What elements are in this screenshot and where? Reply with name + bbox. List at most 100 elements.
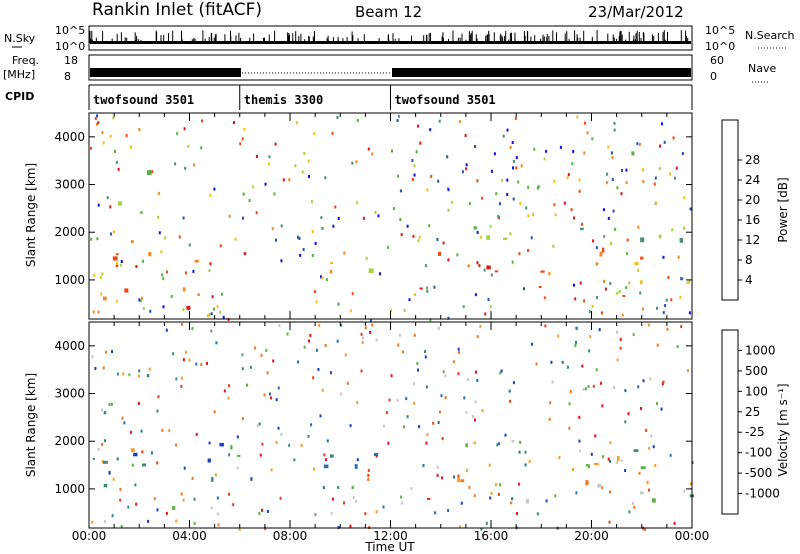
heatmap-cell [496, 443, 499, 447]
heatmap-cell [219, 310, 222, 314]
heatmap-cell [511, 439, 515, 443]
heatmap-cell [101, 460, 104, 464]
colorbar-tick-label: 16 [745, 213, 760, 227]
heatmap-cell [523, 287, 525, 291]
heatmap-cell [656, 343, 659, 347]
heatmap-cell [188, 358, 191, 362]
heatmap-cell [298, 237, 301, 240]
heatmap-cell [236, 466, 239, 470]
heatmap-cell [201, 119, 204, 123]
heatmap-cell [688, 279, 691, 283]
heatmap-cell [551, 380, 554, 384]
heatmap-cell [447, 509, 450, 512]
heatmap-cell [512, 381, 515, 385]
heatmap-cell [318, 323, 321, 327]
heatmap-cell [219, 442, 224, 447]
heatmap-cell [255, 155, 258, 158]
heatmap-cell [437, 179, 440, 183]
heatmap-cell [367, 469, 370, 472]
heatmap-cell [447, 258, 450, 262]
heatmap-cell [476, 179, 479, 183]
heatmap-cell [599, 381, 602, 385]
heatmap-cell [356, 201, 359, 205]
heatmap-cell [417, 124, 419, 128]
heatmap-cell [356, 458, 359, 462]
heatmap-cell [255, 211, 258, 215]
heatmap-cell [417, 368, 419, 372]
heatmap-cell [91, 520, 94, 524]
heatmap-cell [434, 511, 437, 515]
heatmap-cell [375, 338, 378, 342]
heatmap-cell [527, 185, 530, 189]
heatmap-cell [250, 477, 253, 481]
heatmap-cell [669, 453, 672, 457]
heatmap-cell [158, 231, 161, 235]
heatmap-cell [112, 230, 115, 234]
heatmap-cell [277, 386, 280, 390]
heatmap-cell [573, 216, 575, 220]
heatmap-cell [439, 410, 441, 414]
heatmap-cell [147, 170, 152, 175]
heatmap-cell [549, 401, 552, 405]
heatmap-cell [275, 398, 278, 402]
heatmap-cell [343, 501, 345, 505]
heatmap-cell [579, 281, 582, 285]
colorbar-tick-label: -500 [745, 466, 772, 480]
heatmap-cell [211, 477, 214, 482]
heatmap-cell [101, 442, 104, 446]
heatmap-cell [554, 494, 557, 498]
heatmap-cell [184, 166, 187, 170]
heatmap-cell [309, 333, 312, 337]
heatmap-cell [242, 216, 244, 220]
heatmap-cell [178, 235, 181, 239]
heatmap-cell [481, 196, 484, 200]
heatmap-cell [510, 501, 513, 505]
heatmap-cell [294, 164, 297, 168]
heatmap-cell [210, 329, 213, 333]
heatmap-cell [197, 293, 200, 296]
heatmap-cell [480, 527, 483, 531]
heatmap-cell [680, 325, 683, 329]
heatmap-cell [175, 519, 178, 523]
heatmap-cell [682, 226, 685, 230]
heatmap-cell [137, 401, 140, 405]
heatmap-cell [239, 142, 242, 146]
heatmap-cell [489, 224, 492, 228]
heatmap-cell [140, 211, 143, 214]
heatmap-cell [441, 437, 444, 441]
heatmap-cell [518, 482, 521, 486]
x-tick-label: 16:00 [474, 529, 509, 543]
heatmap-cell [638, 471, 641, 475]
heatmap-cell [626, 252, 629, 256]
heatmap-cell [369, 318, 372, 322]
heatmap-cell [481, 409, 484, 413]
heatmap-cell [574, 343, 577, 347]
heatmap-cell [613, 128, 616, 132]
heatmap-cell [270, 396, 273, 400]
heatmap-cell [637, 385, 640, 389]
heatmap-cell [515, 166, 518, 170]
heatmap-cell [415, 150, 418, 154]
heatmap-cell [436, 473, 439, 477]
heatmap-cell [466, 378, 469, 381]
heatmap-cell [658, 234, 662, 239]
heatmap-cell [156, 461, 159, 465]
colorbar-tick-label: 100 [745, 384, 768, 398]
heatmap-cell [426, 289, 429, 293]
heatmap-cell [583, 121, 586, 125]
heatmap-cell [488, 463, 491, 467]
heatmap-cell [618, 289, 621, 293]
heatmap-cell [456, 253, 459, 257]
heatmap-cell [133, 452, 138, 457]
x-tick-label: 00:00 [72, 529, 107, 543]
heatmap-cell [139, 299, 142, 303]
heatmap-cell [611, 178, 614, 181]
heatmap-cell [659, 144, 661, 148]
heatmap-cell [458, 120, 461, 124]
heatmap-cell [429, 128, 432, 132]
heatmap-cell [397, 174, 399, 178]
heatmap-cell [97, 448, 100, 451]
heatmap-cell [135, 265, 138, 268]
heatmap-cell [297, 235, 299, 239]
heatmap-cell [688, 311, 691, 315]
